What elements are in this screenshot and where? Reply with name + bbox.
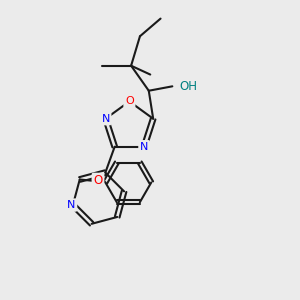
Text: O: O [125,96,134,106]
Text: N: N [140,142,148,152]
Text: N: N [101,114,110,124]
Text: OH: OH [180,80,198,93]
Text: O: O [93,175,103,188]
Text: N: N [67,200,76,210]
